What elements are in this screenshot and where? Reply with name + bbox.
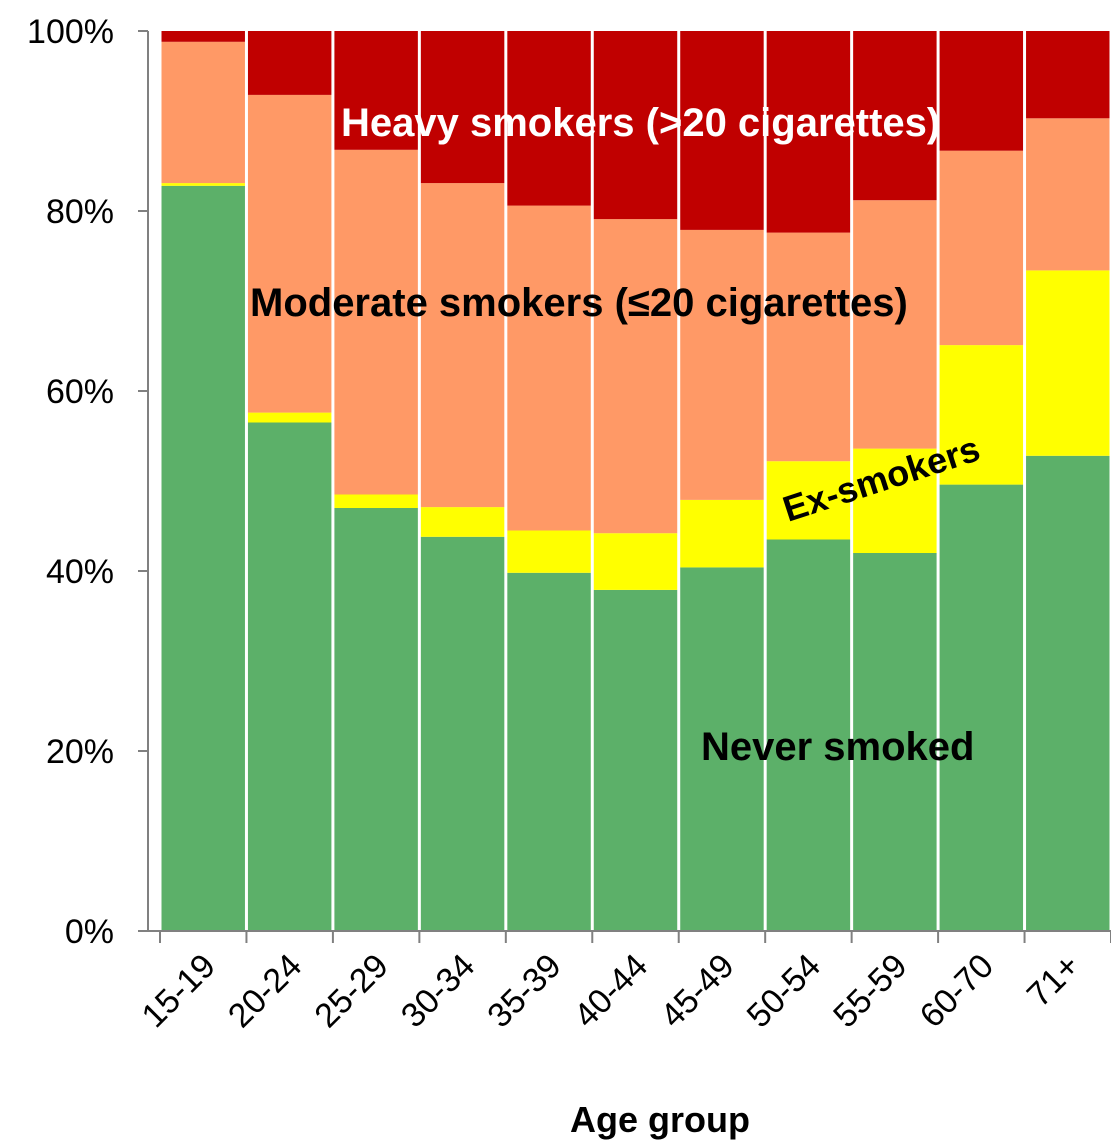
x-tick-label: 71+ xyxy=(1020,947,1088,1015)
bar-segment-25-29-s3 xyxy=(334,31,418,150)
bar-segment-35-39-s0 xyxy=(507,572,591,931)
bar-segment-71+-s2 xyxy=(1026,118,1110,271)
y-tick-label: 20% xyxy=(46,733,114,771)
bar-segment-20-24-s1 xyxy=(247,412,332,423)
bar-segment-71+-s1 xyxy=(1026,270,1110,456)
x-axis-title: Age group xyxy=(570,1099,750,1140)
bar-segment-71+-s3 xyxy=(1026,31,1110,119)
bar-segment-55-59-s0 xyxy=(853,553,937,931)
bar-segment-35-39-s1 xyxy=(507,530,591,573)
y-tick-label: 80% xyxy=(46,193,114,231)
bars-layer xyxy=(161,31,1110,932)
bar-segment-15-19-s1 xyxy=(161,183,245,186)
bar-segment-25-29-s0 xyxy=(334,508,418,931)
y-tick-label: 0% xyxy=(65,913,114,951)
y-tick-labels: 0% 20% 40% 60% 80% 100% xyxy=(27,13,114,951)
bar-segment-35-39-s3 xyxy=(507,31,591,206)
x-tick-label: 50-54 xyxy=(740,947,828,1035)
x-tick-label: 55-59 xyxy=(826,947,914,1035)
bar-segment-25-29-s2 xyxy=(334,149,418,495)
bar-segment-45-49-s0 xyxy=(680,567,764,931)
bar-segment-71+-s0 xyxy=(1026,455,1110,931)
series-label-heavy: Heavy smokers (>20 cigarettes) xyxy=(341,101,940,145)
axes-layer xyxy=(138,30,1111,943)
bar-segment-15-19-s2 xyxy=(161,41,245,184)
bar-segment-35-39-s2 xyxy=(507,205,591,531)
bar-segment-60-70-s2 xyxy=(939,150,1024,346)
x-tick-label: 35-39 xyxy=(480,947,568,1035)
bar-segment-45-49-s3 xyxy=(680,31,764,230)
bar-segment-30-34-s0 xyxy=(420,536,505,931)
bar-segment-15-19-s3 xyxy=(161,31,245,42)
bar-segment-30-34-s2 xyxy=(420,183,505,508)
x-tick-label: 40-44 xyxy=(567,947,655,1035)
bar-segment-55-59-s1 xyxy=(853,448,937,553)
y-tick-label: 40% xyxy=(46,553,114,591)
bar-segment-20-24-s2 xyxy=(247,94,332,413)
bar-segment-50-54-s3 xyxy=(766,31,851,233)
bar-segment-50-54-s2 xyxy=(766,232,851,462)
bar-segment-40-44-s0 xyxy=(593,589,678,931)
bar-segment-20-24-s0 xyxy=(247,422,332,931)
x-tick-labels: 15-1920-2425-2930-3435-3940-4445-4950-54… xyxy=(135,947,1088,1035)
bar-segment-40-44-s2 xyxy=(593,219,678,534)
bar-segment-60-70-s3 xyxy=(939,31,1024,151)
series-label-never: Never smoked xyxy=(701,725,974,769)
y-tick-label: 100% xyxy=(27,13,114,51)
series-label-moderate: Moderate smokers (≤20 cigarettes) xyxy=(250,281,908,325)
x-tick-label: 15-19 xyxy=(135,947,223,1035)
bar-segment-15-19-s0 xyxy=(161,185,245,932)
bar-segment-60-70-s1 xyxy=(939,345,1024,485)
x-tick-label: 25-29 xyxy=(307,947,395,1035)
bar-segment-40-44-s3 xyxy=(593,31,678,220)
bar-segment-50-54-s1 xyxy=(766,461,851,540)
bar-segment-50-54-s0 xyxy=(766,539,851,931)
bar-segment-45-49-s1 xyxy=(680,499,764,568)
bar-segment-60-70-s0 xyxy=(939,484,1024,931)
bar-segment-45-49-s2 xyxy=(680,229,764,500)
bar-segment-20-24-s3 xyxy=(247,31,332,95)
x-tick-label: 30-34 xyxy=(394,947,482,1035)
x-tick-label: 60-70 xyxy=(913,947,1001,1035)
bar-segment-40-44-s1 xyxy=(593,533,678,590)
bar-segment-55-59-s2 xyxy=(853,200,937,449)
y-tick-label: 60% xyxy=(46,373,114,411)
bar-segment-25-29-s1 xyxy=(334,494,418,508)
x-tick-label: 45-49 xyxy=(653,947,741,1035)
bar-segment-30-34-s1 xyxy=(420,507,505,537)
x-tick-label: 20-24 xyxy=(221,947,309,1035)
bar-segment-30-34-s3 xyxy=(420,31,505,184)
bar-segment-55-59-s3 xyxy=(853,31,937,201)
